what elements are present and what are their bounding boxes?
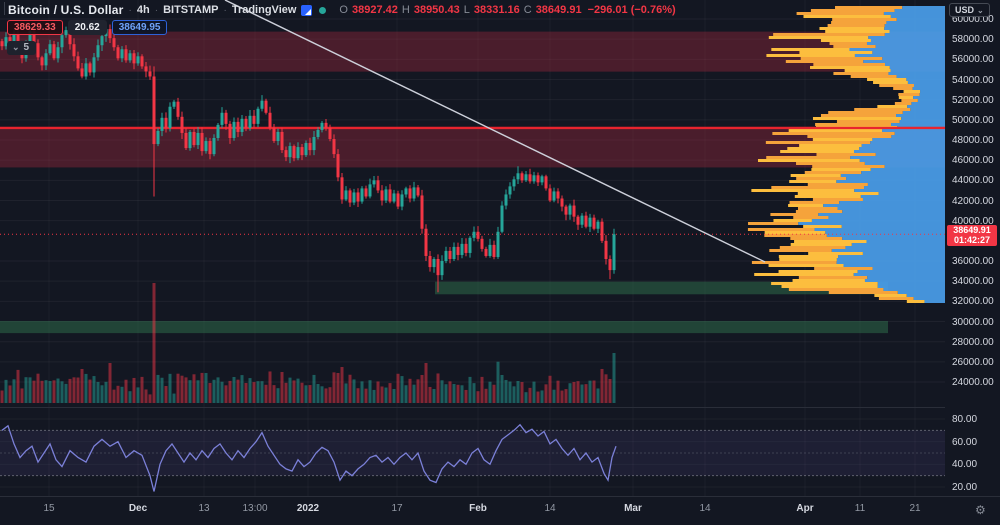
currency-label: USD (955, 5, 975, 15)
high-label: H (401, 4, 410, 16)
currency-selector-button[interactable]: USD ⌄ (949, 3, 990, 17)
legend-separator: · (128, 4, 132, 16)
tradingview-logo-icon[interactable] (301, 4, 313, 16)
rsi-tick-label: 80.00 (952, 414, 978, 425)
bar-countdown: 01:42:27 (953, 234, 991, 245)
last-price-value: 38649.91 (953, 225, 991, 236)
time-tick-label: 11 (854, 503, 866, 514)
price-tick-label: 34000.00 (952, 276, 994, 288)
demand-zone (0, 321, 888, 334)
legend-separator: · (154, 4, 159, 16)
price-axis[interactable]: USD ⌄ 38649.91 01:42:27 60000.00 58000.00… (945, 0, 1000, 496)
time-tick-label: 17 (391, 503, 403, 514)
price-tick-label: 24000.00 (952, 377, 994, 389)
brand-label[interactable]: TradingView (231, 4, 297, 16)
chevron-down-icon: ⌄ (12, 42, 20, 52)
time-tick-label: 13 (198, 503, 210, 514)
price-tick-label: 46000.00 (952, 155, 994, 167)
ohlc-readout: O 38927.42 H 38950.43 L 38331.16 C 38649.91 … (339, 4, 675, 16)
indicator-rows-badge[interactable]: ⌄ 5 (7, 41, 37, 55)
price-tick-label: 36000.00 (952, 256, 994, 268)
volume-profile (747, 6, 945, 303)
grid-lines (0, 18, 945, 383)
time-tick-label: Apr (796, 503, 814, 514)
settings-gear-icon[interactable]: ⚙ (975, 503, 986, 517)
close-label: C (523, 4, 532, 16)
rsi-tick-label: 40.00 (952, 459, 978, 471)
price-tag-row: 38629.33 20.62 38649.95 (7, 20, 168, 35)
volume-bars (0, 283, 616, 403)
price-tick-label: 56000.00 (952, 54, 994, 66)
price-tick-label: 26000.00 (952, 356, 994, 368)
price-tick-label: 52000.00 (952, 94, 994, 106)
time-tick-label: 14 (544, 503, 556, 514)
price-tick-label: 60000.00 (952, 14, 994, 25)
price-tick-label: 28000.00 (952, 336, 994, 348)
time-tick-label: Dec (128, 503, 148, 514)
time-tick-label: 13:00 (242, 503, 268, 514)
symbol-title[interactable]: Bitcoin / U.S. Dollar (8, 3, 124, 17)
time-tick-label: 2022 (296, 503, 320, 514)
legend-separator: · (223, 4, 227, 16)
rsi-line (1, 423, 617, 492)
time-tick-label: 21 (909, 503, 921, 514)
chart-legend: Bitcoin / U.S. Dollar · 4h · BITSTAMP · … (8, 3, 676, 17)
open-label: O (339, 4, 348, 16)
high-value: 38950.43 (413, 4, 460, 16)
time-tick-label: Feb (469, 503, 487, 514)
low-label: L (463, 4, 470, 16)
price-tag-blue[interactable]: 38649.95 (111, 20, 168, 35)
candlesticks (0, 24, 616, 293)
price-tick-label: 44000.00 (952, 175, 994, 187)
rsi-tick-label: 20.00 (952, 482, 978, 493)
time-tick-label: 14 (699, 503, 711, 514)
drawing-toolbar-toggle-icon[interactable] (0, 2, 5, 15)
price-tick-label: 40000.00 (952, 215, 994, 227)
price-tick-label: 30000.00 (952, 316, 994, 328)
price-tick-label: 54000.00 (952, 74, 994, 86)
low-value: 38331.16 (473, 4, 520, 16)
open-value: 38927.42 (351, 4, 398, 16)
rows-badge-value: 5 (23, 42, 30, 53)
rsi-tick-label: 60.00 (952, 436, 978, 448)
time-tick-label: 15 (43, 503, 55, 514)
price-tick-label: 32000.00 (952, 296, 994, 308)
time-tick-label: Mar (624, 503, 642, 514)
rsi-pane (0, 423, 945, 492)
descending-trendline (224, 0, 766, 263)
exchange-label[interactable]: BITSTAMP (163, 4, 219, 16)
last-price-axis-label: 38649.91 01:42:27 (947, 225, 997, 247)
price-tick-label: 48000.00 (952, 135, 994, 146)
price-tag-plain[interactable]: 20.62 (67, 20, 107, 35)
chevron-down-icon: ⌄ (977, 5, 984, 15)
change-value: −296.01 (−0.76%) (587, 4, 676, 16)
price-tag-red[interactable]: 38629.33 (7, 20, 63, 35)
interval-label[interactable]: 4h (136, 4, 150, 16)
price-tick-label: 58000.00 (952, 34, 994, 46)
price-tick-label: 50000.00 (952, 114, 994, 126)
close-value: 38649.91 (535, 4, 582, 16)
market-status-icon[interactable] (319, 6, 327, 14)
price-tick-label: 42000.00 (952, 195, 994, 207)
time-axis[interactable]: 15 Dec 13 13:00 2022 17 Feb 14 Mar 14 Apr 11 21 (0, 496, 1000, 525)
